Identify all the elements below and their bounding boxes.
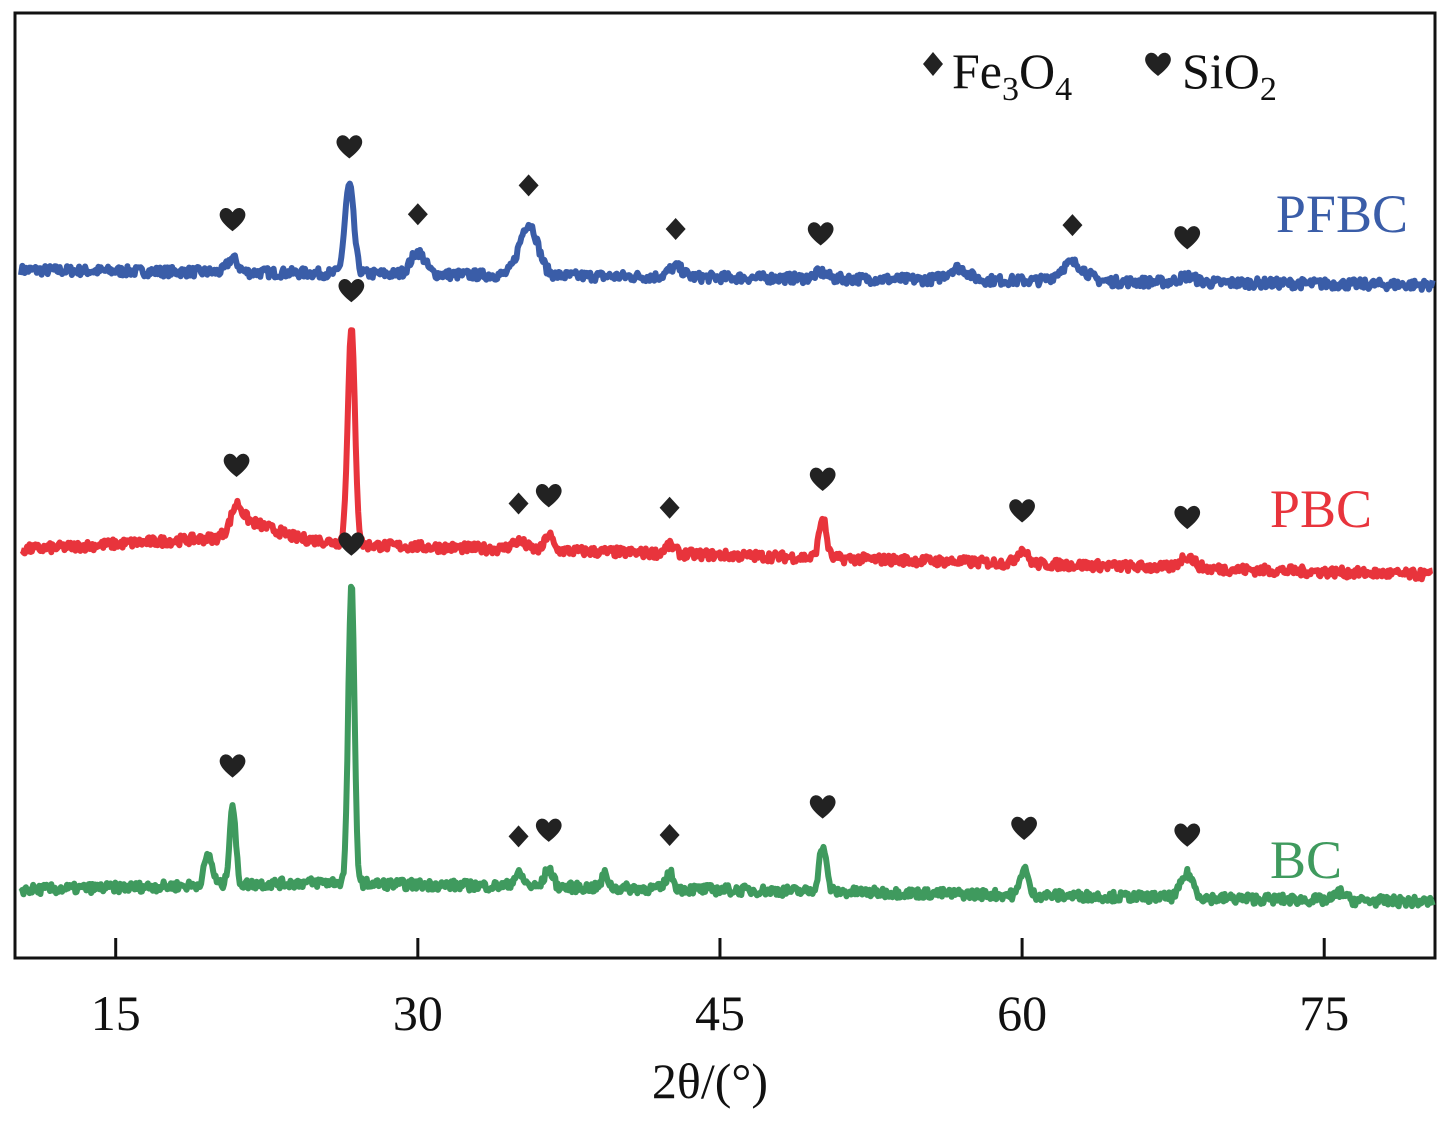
x-tick-label: 60 <box>997 985 1047 1041</box>
heart-marker-icon <box>807 222 834 246</box>
diamond-marker-icon <box>665 217 686 240</box>
x-tick-label: 15 <box>91 985 141 1041</box>
diamond-marker-icon <box>407 203 428 226</box>
diamond-marker-icon <box>1062 214 1083 237</box>
diamond-marker-icon <box>508 492 529 515</box>
series-labels: PFBC PBC BC <box>1270 184 1408 890</box>
legend-fe3o4-label: Fe3O4 <box>952 43 1072 108</box>
heart-marker-icon <box>338 532 365 556</box>
heart-marker-icon <box>219 208 246 232</box>
heart-marker-icon <box>338 279 365 303</box>
plot-frame <box>13 11 1437 960</box>
heart-marker-icon <box>535 818 562 842</box>
heart-marker-icon <box>809 467 836 491</box>
series-label-pfbc: PFBC <box>1276 184 1408 244</box>
heart-marker-icon <box>1009 499 1035 523</box>
heart-marker-icon <box>223 453 250 477</box>
heart-marker-icon <box>1174 226 1201 250</box>
heart-marker-icon <box>1174 505 1201 530</box>
x-tick-label: 45 <box>695 985 745 1041</box>
diamond-marker-icon <box>659 823 680 846</box>
legend-sio2-label: SiO2 <box>1182 43 1277 108</box>
series-line-bc <box>18 583 1436 910</box>
heart-marker-icon <box>1174 823 1201 847</box>
diamond-marker-icon <box>518 174 539 197</box>
peak-markers-group <box>219 135 1201 848</box>
heart-marker-icon <box>336 135 363 159</box>
x-tick-label: 75 <box>1299 985 1349 1041</box>
legend-heart-icon <box>1145 52 1171 76</box>
series-line-pbc <box>19 327 1435 583</box>
heart-marker-icon <box>1011 816 1037 841</box>
diamond-marker-icon <box>659 496 680 519</box>
x-axis-ticks: 15 30 45 60 75 <box>91 938 1349 1041</box>
heart-marker-icon <box>219 754 246 778</box>
legend-diamond-icon <box>923 52 943 76</box>
heart-marker-icon <box>535 484 562 508</box>
series-group <box>18 180 1436 910</box>
x-axis-label: 2θ/(°) <box>652 1053 768 1109</box>
series-label-pbc: PBC <box>1270 479 1372 539</box>
x-tick-label: 30 <box>393 985 443 1041</box>
series-line-pfbc <box>18 180 1436 293</box>
legend: Fe3O4 SiO2 <box>923 43 1277 108</box>
diamond-marker-icon <box>508 825 529 848</box>
heart-marker-icon <box>809 795 836 819</box>
series-label-bc: BC <box>1270 830 1342 890</box>
